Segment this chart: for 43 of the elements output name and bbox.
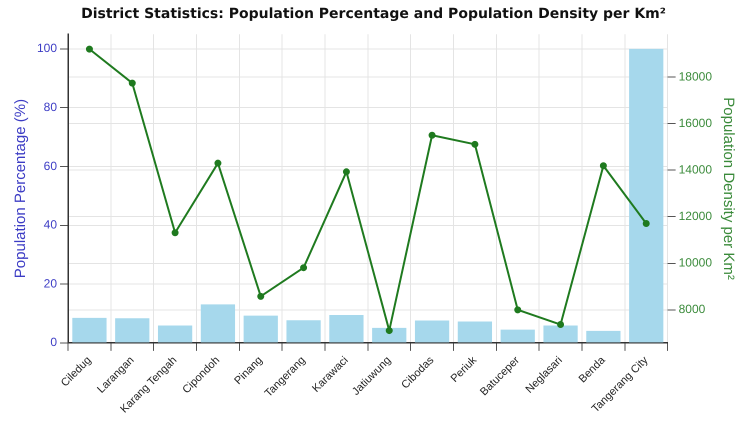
y-tick-label: 100 (36, 41, 58, 56)
bar (329, 314, 364, 342)
point (300, 264, 308, 272)
y-tick-label: 0 (50, 335, 58, 350)
y2-tick-label: 18000 (678, 69, 712, 84)
point (514, 306, 522, 314)
y-tick-label: 40 (44, 218, 58, 232)
point (428, 132, 436, 139)
chart-title: District Statistics: Population Percentage and Population Density per Km² (80, 6, 667, 22)
bar (629, 48, 664, 342)
point (86, 46, 93, 53)
y2-tick-label: 12000 (678, 209, 712, 224)
point (557, 321, 564, 328)
point (386, 327, 393, 334)
y-axis-title: Population Percentage (%) (12, 98, 30, 278)
point (214, 160, 222, 167)
point (342, 168, 350, 176)
bar (200, 304, 236, 342)
bar (414, 320, 450, 342)
y2-tick-label: 14000 (678, 162, 712, 176)
bar (115, 318, 150, 342)
bar (458, 321, 492, 342)
point (471, 140, 478, 148)
bar (158, 326, 192, 342)
y2-tick-label: 10000 (678, 256, 712, 270)
bar (286, 320, 321, 342)
point (128, 80, 136, 87)
point (172, 229, 179, 236)
y2-axis-title: Population Density per Km² (720, 97, 737, 280)
y2-tick-label: 8000 (678, 302, 706, 316)
point (257, 292, 264, 300)
point (600, 162, 607, 170)
bar (586, 330, 621, 342)
y-tick-label: 80 (44, 100, 58, 114)
bar (543, 326, 578, 342)
bar (500, 330, 535, 342)
bar (372, 328, 406, 342)
y2-tick-label: 16000 (678, 116, 712, 130)
y-tick-label: 60 (44, 158, 58, 173)
point (642, 220, 650, 227)
bar (244, 316, 278, 342)
y-tick-label: 20 (44, 276, 58, 290)
bar (72, 318, 107, 342)
